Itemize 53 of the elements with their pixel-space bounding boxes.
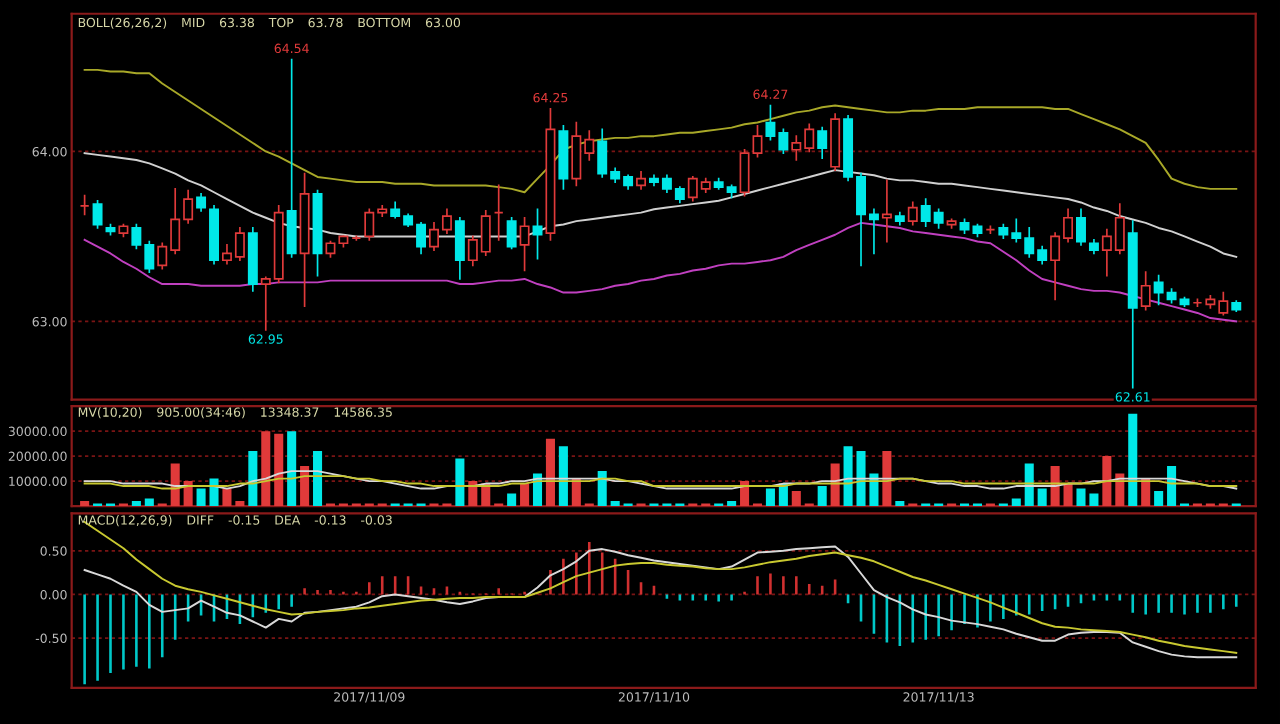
bar [1128, 413, 1138, 507]
bar [80, 501, 90, 507]
bar [895, 501, 905, 507]
bar [558, 446, 568, 507]
bar [545, 438, 555, 507]
bar [1063, 483, 1073, 507]
bar [274, 433, 284, 507]
candlestick [506, 216, 517, 250]
candlestick [532, 208, 543, 260]
bar [610, 501, 620, 507]
candlestick [830, 113, 841, 171]
bar [740, 481, 750, 507]
bar [1102, 456, 1112, 507]
bar [520, 483, 530, 507]
bar [765, 488, 775, 507]
candlestick [519, 216, 530, 272]
bar [1167, 466, 1177, 507]
bar [235, 501, 245, 507]
bar [313, 451, 323, 507]
line-series [83, 68, 1238, 194]
bar [261, 431, 271, 507]
bar [727, 501, 737, 507]
bar [300, 466, 310, 507]
bar [468, 481, 478, 507]
bar [1011, 498, 1021, 507]
bar [791, 491, 801, 507]
line-series [83, 545, 1238, 659]
candlestick [1076, 208, 1086, 246]
bar [287, 431, 297, 507]
candlestick [907, 201, 918, 226]
candlestick [286, 58, 297, 258]
bar [1050, 466, 1060, 507]
candlestick [92, 199, 103, 229]
line-series [83, 152, 1238, 258]
bar [455, 458, 465, 507]
bar [882, 451, 892, 507]
line-series [83, 221, 1238, 323]
candlestick [558, 125, 569, 190]
bar [507, 493, 517, 507]
candlestick [1140, 271, 1151, 311]
bar [144, 498, 154, 507]
line-series [83, 475, 1238, 490]
bar [183, 481, 193, 507]
bar [817, 486, 827, 507]
bar [222, 488, 232, 507]
bar [248, 451, 258, 507]
bar [131, 501, 141, 507]
bar [597, 471, 607, 507]
candlestick [817, 126, 828, 160]
bar [1037, 488, 1047, 507]
candlestick [454, 216, 465, 280]
bar [1154, 491, 1164, 507]
candlestick [881, 179, 892, 243]
